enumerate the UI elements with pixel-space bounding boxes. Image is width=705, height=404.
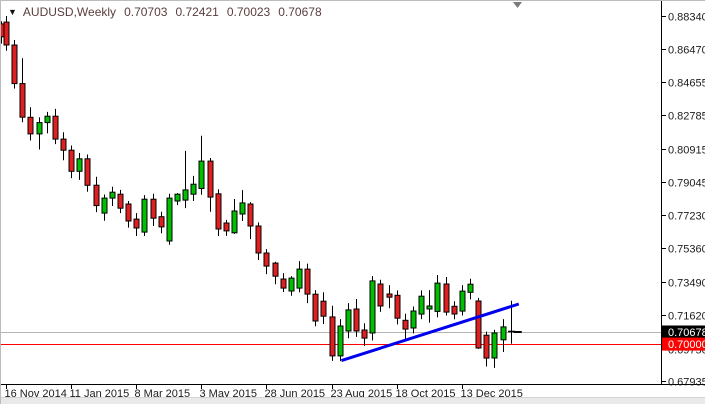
candle-down: [247, 203, 254, 227]
y-axis-label: 0.88340: [668, 12, 705, 24]
candle-down: [125, 203, 132, 222]
y-axis-label: 0.73490: [668, 278, 705, 290]
price-tag: [662, 325, 705, 339]
price-tag-value: 0.70678: [668, 327, 705, 339]
chart-ohlc-header: ▼ AUDUSD,Weekly 0.70703 0.72421 0.70023 0.706…: [8, 5, 322, 19]
candle-up: [491, 332, 498, 359]
candle-up: [174, 193, 181, 202]
candle-down: [312, 293, 319, 322]
candle-down: [60, 138, 67, 151]
candle-down: [158, 216, 165, 228]
high-value: 0.72421: [175, 5, 219, 19]
candle-up: [239, 202, 246, 215]
candle-up: [231, 210, 238, 234]
candle-up: [44, 115, 51, 124]
candle-down: [215, 193, 222, 230]
candle-down: [207, 160, 214, 198]
candle-up: [426, 305, 433, 310]
open-value: 0.70703: [124, 5, 168, 19]
candle-down: [133, 218, 140, 229]
candle-down: [255, 225, 262, 254]
candle-down: [272, 262, 279, 277]
candle-up: [288, 277, 295, 292]
candle-down: [11, 44, 18, 85]
ascending-trendline[interactable]: [340, 302, 520, 363]
candle-down: [320, 300, 327, 317]
symbol-period-label: AUDUSD,Weekly: [22, 5, 117, 19]
price-tag-value: 0.70000: [668, 339, 705, 351]
candle-up: [109, 191, 116, 199]
candle-down: [451, 305, 458, 315]
candle-up: [345, 309, 352, 332]
y-axis-label: 0.84655: [668, 78, 705, 90]
candle-down: [353, 308, 360, 332]
candle-up: [500, 326, 507, 341]
candle-down: [150, 198, 157, 219]
candle-up: [36, 122, 43, 135]
close-value: 0.70678: [278, 5, 322, 19]
candle-up: [76, 158, 83, 172]
candle-up: [410, 310, 417, 329]
candle-down: [223, 222, 230, 232]
candle-down: [27, 116, 34, 135]
candle-down: [443, 283, 450, 313]
candle-up: [166, 197, 173, 242]
y-axis-label: 0.71620: [668, 311, 705, 323]
candle-down: [19, 83, 26, 118]
y-axis-label: 0.75360: [668, 244, 705, 256]
price-tag: [662, 337, 705, 351]
candle-down: [263, 252, 270, 267]
candle-down: [3, 21, 10, 46]
candle-down: [361, 329, 368, 339]
y-axis-label: 0.67935: [668, 377, 705, 389]
candle-down: [329, 316, 336, 357]
candle-up: [190, 183, 197, 195]
candle-up: [182, 189, 189, 201]
chart-shift-marker-icon: [513, 2, 522, 8]
low-value: 0.70023: [226, 5, 271, 19]
candle-down: [304, 268, 311, 295]
y-axis-label: 0.79045: [668, 178, 705, 190]
y-axis-label: 0.82785: [668, 111, 705, 123]
y-axis-label: 0.86470: [668, 45, 705, 57]
candle-down: [93, 184, 100, 207]
candle-up: [141, 198, 148, 233]
candle-up: [434, 282, 441, 312]
candle-down: [394, 294, 401, 319]
y-axis-label: 0.80915: [668, 145, 705, 157]
candle-down: [280, 278, 287, 289]
candle-down: [386, 293, 393, 298]
candle-up: [418, 295, 425, 315]
candle-up: [198, 160, 205, 190]
candle-down: [68, 149, 75, 172]
symbol-dropdown-icon[interactable]: ▼: [8, 7, 17, 17]
y-axis-label: 0.77230: [668, 211, 705, 223]
candle-down: [475, 300, 482, 349]
candle-down: [402, 319, 409, 330]
candle-down: [52, 115, 59, 140]
candle-down: [117, 193, 124, 209]
candle-down: [84, 158, 91, 186]
candle-down: [377, 283, 384, 307]
candle-up: [337, 325, 344, 357]
candle-up: [459, 290, 466, 312]
candle-up: [467, 283, 474, 293]
candle-up: [101, 197, 108, 214]
candle-up: [296, 268, 303, 289]
candle-down: [483, 334, 490, 359]
candle-up: [369, 280, 376, 334]
window-bottom-strip: [1, 397, 705, 404]
